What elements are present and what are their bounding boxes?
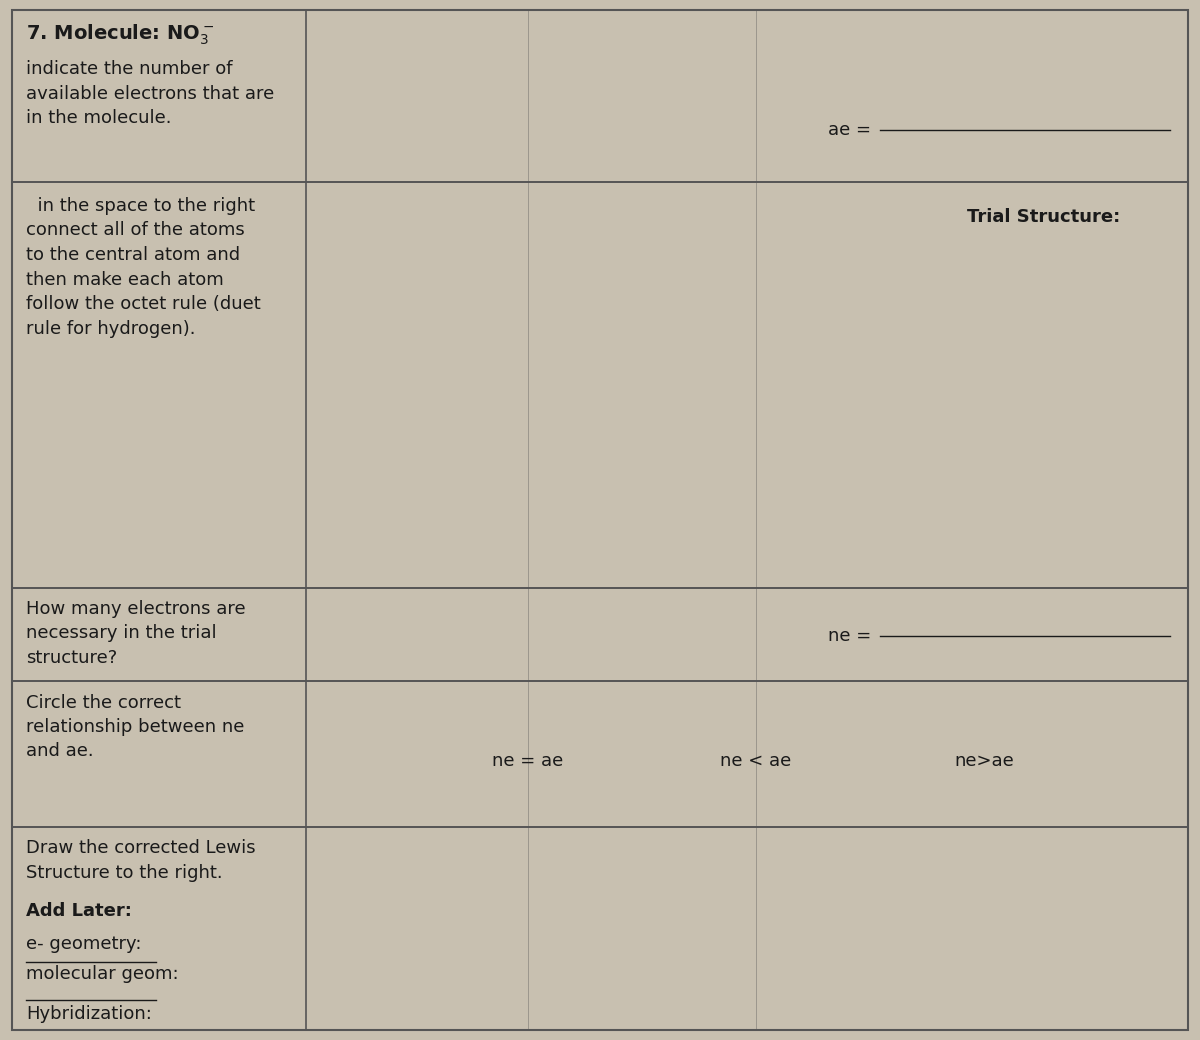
Text: Trial Structure:: Trial Structure: [967,208,1121,226]
Text: ae =: ae = [828,121,877,139]
Text: ne>ae: ne>ae [954,752,1014,771]
Text: e- geometry:: e- geometry: [26,935,142,953]
Text: ne < ae: ne < ae [720,752,792,771]
Text: Add Later:: Add Later: [26,902,132,919]
Text: How many electrons are
necessary in the trial
structure?: How many electrons are necessary in the … [26,600,246,667]
Text: ne =: ne = [828,627,877,646]
Text: Hybridization:: Hybridization: [26,1005,152,1022]
Text: ne = ae: ne = ae [492,752,564,771]
Text: in the space to the right
connect all of the atoms
to the central atom and
then : in the space to the right connect all of… [26,197,262,338]
Text: indicate the number of
available electrons that are
in the molecule.: indicate the number of available electro… [26,60,275,127]
Text: Circle the correct
relationship between ne
and ae.: Circle the correct relationship between … [26,694,245,760]
Text: molecular geom:: molecular geom: [26,965,179,983]
Text: 7. Molecule: NO$_3^-$: 7. Molecule: NO$_3^-$ [26,23,215,48]
Text: Draw the corrected Lewis
Structure to the right.: Draw the corrected Lewis Structure to th… [26,839,256,882]
